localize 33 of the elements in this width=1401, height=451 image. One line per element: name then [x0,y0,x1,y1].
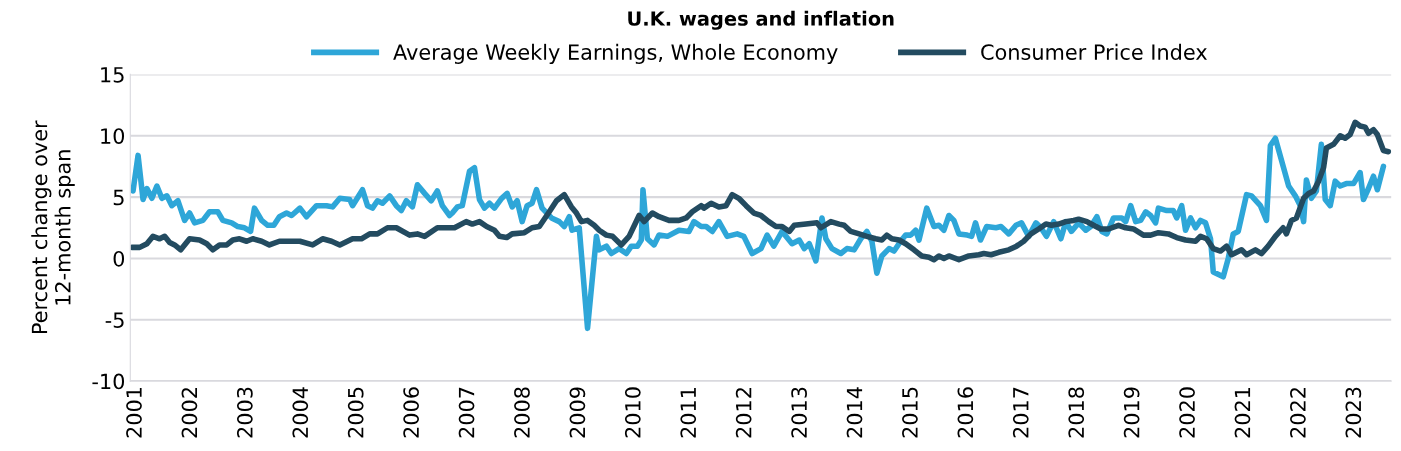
y-tick-label: -10 [92,373,125,390]
x-tick-label: 2007 [458,387,475,438]
x-tick-label: 2004 [292,387,309,438]
x-tick-label: 2019 [1123,387,1140,438]
x-tick-label: 2020 [1179,387,1195,438]
x-tick-label: 2002 [181,388,198,438]
y-tick-label: 15 [101,67,124,83]
x-tick-label: 2001 [126,387,142,438]
legend-label: Consumer Price Index [981,43,1207,60]
x-tick-label: 2022 [1290,388,1306,438]
x-tick-label: 2011 [680,387,697,438]
y-axis-title: Percent change over 12-month span [31,120,75,334]
x-tick-label: 2015 [902,387,918,438]
x-tick-label: 2003 [236,387,253,438]
x-tick-label: 2010 [624,387,641,438]
x-tick-label: 2008 [514,387,530,438]
x-tick-label: 2014 [846,387,863,438]
y-tick-label: 10 [101,128,125,144]
x-tick-label: 2016 [957,387,974,438]
chart-title: U.K. wages and inflation [628,10,894,30]
x-tick-label: 2018 [1068,387,1085,438]
x-tick-label: 2023 [1345,387,1362,438]
y-tick-label: 5 [113,189,124,206]
y-tick-label: -5 [105,312,124,328]
x-tick-label: 2006 [403,387,419,438]
x-tick-label: 2005 [347,387,364,438]
x-tick-label: 2017 [1012,387,1029,438]
y-tick-label: 0 [113,250,125,267]
legend-label: Average Weekly Earnings, Whole Economy [393,43,838,64]
x-tick-label: 2021 [1234,387,1251,438]
x-tick-label: 2012 [735,388,752,438]
x-tick-label: 2013 [791,387,807,438]
x-tick-label: 2009 [569,387,586,438]
